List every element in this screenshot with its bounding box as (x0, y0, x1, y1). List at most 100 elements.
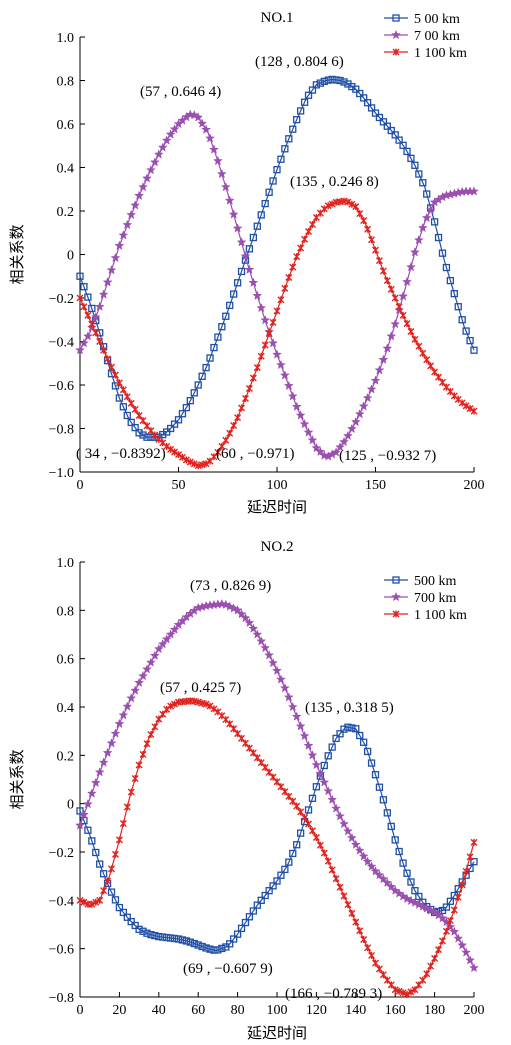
legend: 5 00 km 7 00 km 1 100 km (384, 12, 467, 61)
data-point (265, 188, 273, 196)
data-point (358, 401, 369, 411)
data-point (328, 75, 336, 84)
data-point (273, 307, 281, 315)
annotation: (135 , 0.246 8) (290, 174, 379, 190)
data-point (80, 303, 88, 311)
data-point (234, 414, 242, 422)
data-point (190, 460, 198, 468)
data-point (374, 870, 385, 880)
data-point (80, 283, 88, 291)
y-tick-label: 0 (67, 798, 74, 813)
data-point (352, 203, 360, 211)
data-point (210, 946, 218, 954)
data-point (285, 135, 293, 143)
data-point (260, 314, 271, 325)
data-point (324, 857, 332, 865)
chart-2: NO.21.00.80.60.40.20−0.2−0.4−0.6−0.80 20 4… (9, 539, 485, 1042)
data-point (407, 154, 415, 163)
data-point (320, 849, 328, 857)
data-point (462, 327, 470, 335)
data-point (283, 380, 294, 391)
data-point (390, 318, 401, 329)
data-point (114, 718, 125, 729)
data-point (307, 435, 318, 445)
data-point (285, 274, 293, 282)
data-point (327, 794, 338, 804)
data-point (363, 99, 372, 107)
data-point (226, 940, 234, 948)
data-point (277, 296, 285, 304)
data-point (470, 407, 478, 415)
data-point (143, 929, 151, 937)
data-point (253, 901, 261, 909)
data-point (75, 820, 85, 830)
data-point (289, 849, 297, 858)
y-tick-label: 0.8 (57, 75, 75, 90)
data-point (163, 933, 171, 942)
data-point (430, 218, 439, 226)
data-point (149, 650, 160, 660)
data-point (308, 794, 317, 802)
data-point (289, 125, 297, 133)
data-point (114, 240, 125, 250)
data-point (92, 898, 100, 906)
data-point (90, 311, 101, 322)
data-point (170, 420, 179, 428)
data-point (216, 168, 227, 179)
y-tick-label: 1.0 (57, 556, 75, 571)
data-point (449, 926, 460, 936)
data-point (360, 94, 368, 102)
data-point (108, 865, 116, 873)
data-point (256, 636, 267, 646)
data-point (438, 937, 446, 945)
data-point (352, 918, 360, 926)
data-point (193, 112, 204, 122)
data-point (277, 871, 285, 879)
data-point (356, 210, 364, 218)
data-point (119, 386, 127, 394)
data-point (142, 173, 152, 183)
data-point (299, 730, 310, 741)
data-point (378, 873, 389, 884)
x-tick-label: 140 (345, 1003, 366, 1018)
data-point (102, 277, 113, 287)
data-point (273, 877, 281, 885)
data-point (202, 460, 210, 468)
data-point (308, 220, 316, 228)
data-point (411, 161, 419, 169)
x-tick-label: 80 (231, 1003, 245, 1018)
data-point (427, 362, 435, 370)
data-point (107, 888, 116, 896)
series-line (79, 603, 475, 969)
data-point (110, 252, 121, 263)
data-point (470, 346, 478, 354)
data-point (469, 962, 479, 973)
data-point (202, 700, 210, 708)
data-point (363, 747, 372, 756)
data-point (182, 456, 190, 464)
x-tick-label: 40 (152, 1003, 166, 1018)
data-point (226, 429, 234, 437)
data-point (261, 891, 269, 900)
data-point (143, 740, 151, 748)
data-point (453, 933, 464, 943)
data-point (399, 859, 407, 867)
data-point (434, 233, 443, 242)
data-point (272, 349, 282, 359)
data-point (139, 927, 147, 935)
data-point (392, 48, 400, 56)
data-point (403, 320, 411, 328)
series-line (79, 78, 475, 438)
data-point (406, 261, 416, 272)
data-point (350, 839, 361, 849)
data-point (391, 29, 401, 40)
data-point (303, 740, 314, 750)
data-point (466, 404, 474, 412)
data-point (94, 767, 105, 777)
x-tick-label: 200 (464, 478, 485, 493)
data-point (265, 330, 273, 338)
data-point (383, 809, 391, 817)
data-point (86, 788, 97, 798)
data-point (305, 227, 313, 235)
y-tick-label: −0.6 (49, 943, 74, 958)
